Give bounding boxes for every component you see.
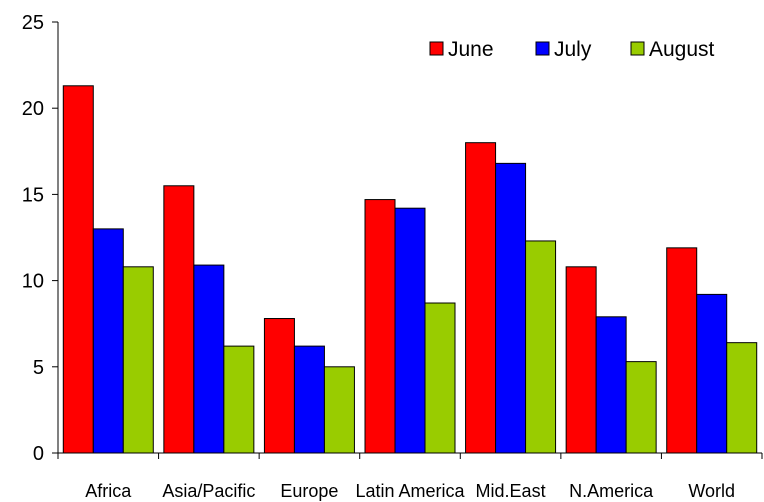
y-tick-label: 15 [22, 184, 44, 206]
bar-july-world [696, 293, 728, 454]
bar-august-europe [323, 366, 355, 454]
bar-july-africa [92, 228, 124, 454]
y-tick-label: 5 [33, 357, 44, 379]
x-tick-label: Mid.East [476, 481, 546, 501]
legend-label-june: June [448, 38, 494, 61]
bar-august-world [726, 342, 758, 454]
bar-june-europe [263, 318, 295, 454]
bar-july-latin-america [394, 207, 426, 454]
bar-july-europe [293, 345, 325, 454]
y-tick-label: 0 [33, 443, 44, 465]
x-tick-label: Europe [280, 481, 338, 501]
bar-august-n-america [625, 361, 657, 454]
legend-label-august: August [649, 38, 715, 61]
y-tick-label: 10 [22, 271, 44, 293]
bar-august-africa [122, 266, 154, 454]
legend: June July August [429, 38, 715, 61]
x-tick-label: Africa [85, 481, 132, 501]
x-tick-label: Latin America [355, 481, 465, 501]
bar-june-africa [62, 85, 94, 454]
bar-july-n-america [595, 316, 627, 454]
legend-label-july: July [554, 38, 592, 61]
bar-june-mid-east [465, 142, 497, 454]
legend-swatch-august [630, 41, 645, 56]
bar-june-latin-america [364, 199, 396, 454]
bar-june-world [666, 247, 698, 454]
legend-swatch-june [429, 41, 444, 56]
x-tick-label: N.America [569, 481, 654, 501]
y-tick-label: 25 [22, 12, 44, 34]
bar-august-latin-america [424, 302, 456, 454]
x-tick-label: Asia/Pacific [162, 481, 255, 501]
bar-july-mid-east [495, 162, 527, 454]
legend-swatch-july [535, 41, 550, 56]
x-tick-label: World [688, 481, 735, 501]
y-tick-label: 20 [22, 98, 44, 120]
bar-june-n-america [565, 266, 597, 454]
bar-july-asia-pacific [193, 264, 225, 454]
plot-area: 0 5 10 15 20 25 Africa Asia/Pacific Europe Latin … [22, 12, 763, 501]
bar-august-mid-east [525, 240, 557, 454]
bar-august-asia-pacific [223, 345, 255, 454]
bar-june-asia-pacific [163, 185, 195, 454]
